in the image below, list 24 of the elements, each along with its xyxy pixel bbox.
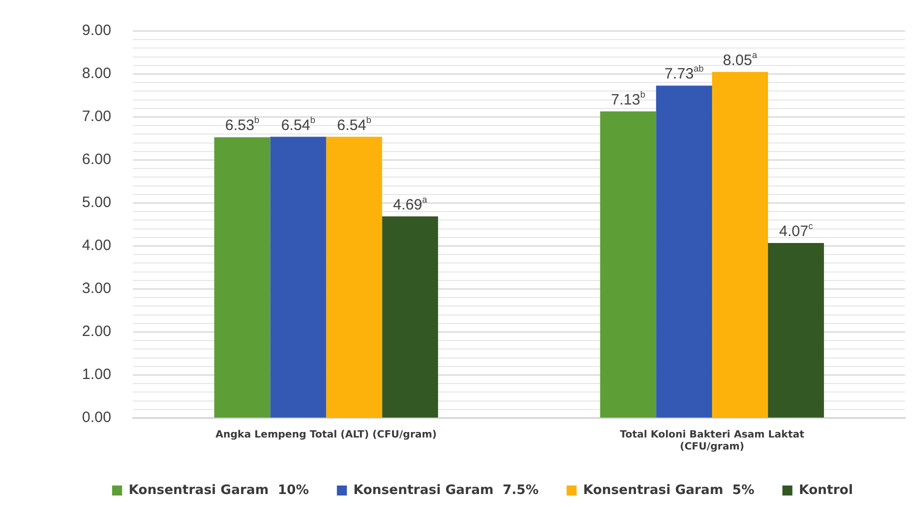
legend-label: Kontrol (798, 482, 853, 498)
y-tick-label: 7.00 (82, 108, 112, 126)
bar (712, 72, 768, 418)
y-tick-label: 3.00 (82, 280, 112, 298)
y-tick-label: 0.00 (82, 409, 112, 426)
y-tick-label: 9.00 (82, 22, 112, 40)
bar (326, 136, 382, 418)
bar (600, 111, 656, 418)
x-tick-label: Angka Lempeng Total (ALT) (CFU/gram) (216, 430, 437, 441)
bar (214, 137, 270, 418)
legend-label: Konsentrasi Garam 5% (583, 482, 754, 498)
legend-label: Konsentrasi Garam 10% (128, 482, 309, 498)
y-tick-label: 6.00 (82, 151, 112, 168)
bar (768, 242, 824, 418)
legend-label: Konsentrasi Garam 7.5% (353, 482, 539, 498)
bar (656, 86, 712, 418)
y-tick-label: 4.00 (82, 237, 112, 254)
y-tick-label: 2.00 (82, 323, 112, 340)
y-tick-label: 5.00 (82, 194, 112, 212)
y-tick-label: 8.00 (82, 65, 112, 82)
x-tick-label: Total Koloni Bakteri Asam Laktat (CFU/gram) (620, 430, 804, 453)
bar (382, 216, 438, 418)
bar (270, 136, 326, 418)
y-tick-label: 1.00 (82, 366, 112, 384)
